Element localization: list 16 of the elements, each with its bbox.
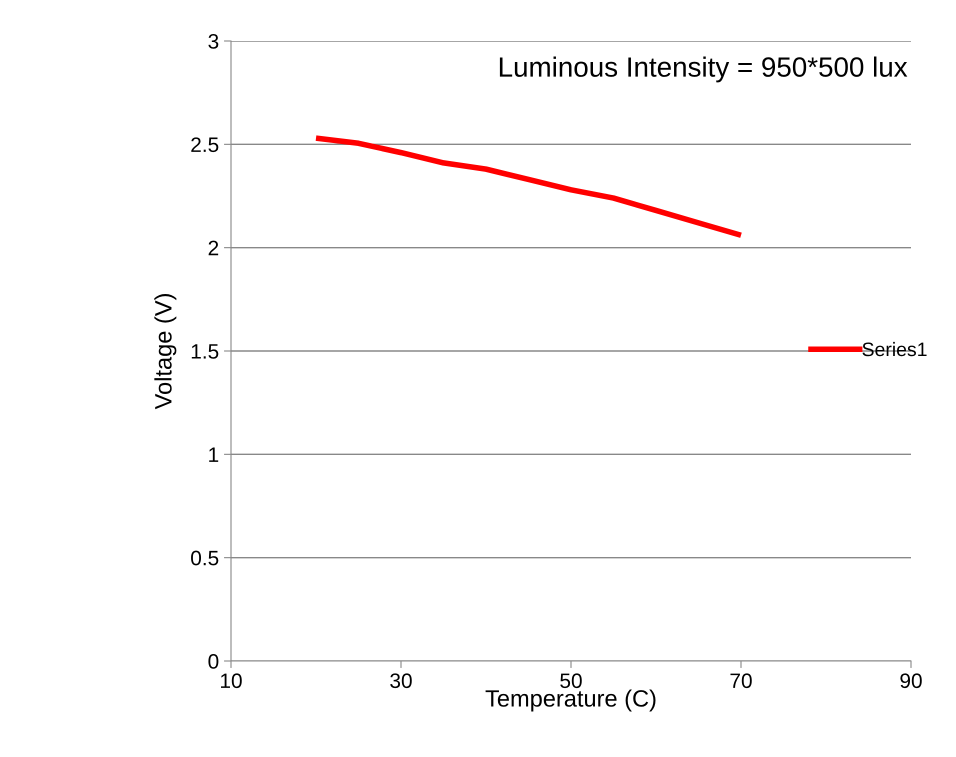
legend-label: Series1 (862, 342, 927, 356)
y-tick-label: 0.5 (191, 550, 218, 566)
x-tick-label: 30 (390, 673, 412, 688)
x-tick-label: 70 (730, 673, 752, 688)
x-axis-title: Temperature (C) (486, 689, 656, 712)
y-tick-label: 2.5 (191, 137, 218, 152)
x-tick-label: 50 (560, 673, 582, 688)
y-tick-label: 0 (208, 654, 218, 669)
y-tick-label: 1 (209, 448, 218, 462)
y-tick-label: 3 (208, 34, 218, 49)
y-axis-title: Voltage (V) (154, 294, 176, 410)
x-tick-label: 90 (900, 673, 922, 688)
x-tick-label: 10 (221, 673, 242, 688)
annotation: Luminous Intensity = 950*500 lux (500, 56, 908, 82)
y-tick-label: 1.5 (192, 344, 218, 359)
y-tick-label: 2 (208, 240, 218, 256)
